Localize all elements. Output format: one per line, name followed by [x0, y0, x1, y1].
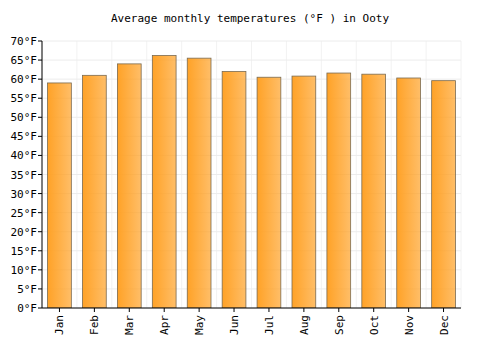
y-tick-label: 20°F — [11, 226, 38, 239]
y-tick — [38, 269, 42, 270]
y-tick — [38, 41, 42, 42]
title: Average monthly temperatures (°F ) in Oo… — [111, 12, 390, 25]
x-tick-label: Nov — [403, 315, 416, 335]
y-tick-label: 15°F — [11, 245, 38, 258]
chart: Average monthly temperatures (°F ) in Oo… — [0, 0, 500, 350]
y-tick-label: 30°F — [11, 188, 38, 201]
y-tick — [38, 308, 42, 309]
x-tick-label: Apr — [158, 315, 171, 335]
x-tick — [129, 308, 130, 312]
bar — [327, 73, 351, 308]
y-tick — [38, 193, 42, 194]
y-tick — [38, 117, 42, 118]
y-tick — [38, 136, 42, 137]
y-tick — [38, 98, 42, 99]
grid-line — [42, 60, 461, 61]
bar — [292, 76, 316, 308]
bar — [83, 75, 107, 308]
bar — [257, 77, 281, 308]
bar — [48, 83, 72, 308]
y-tick-label: 65°F — [11, 54, 38, 67]
x-tick — [443, 308, 444, 312]
y-tick-label: 40°F — [11, 149, 38, 162]
x-tick-label: Jul — [263, 315, 276, 335]
y-tick-label: 50°F — [11, 111, 38, 124]
bar — [117, 64, 141, 308]
y-tick-label: 60°F — [11, 73, 38, 86]
bars — [48, 55, 456, 308]
x-tick-label: May — [193, 315, 206, 335]
y-tick-label: 25°F — [11, 207, 38, 220]
y-tick-label: 5°F — [17, 283, 37, 296]
x-tick — [268, 308, 269, 312]
y-axis — [42, 41, 43, 308]
x-tick — [164, 308, 165, 312]
x-tick-label: Mar — [123, 315, 136, 335]
x-tick — [408, 308, 409, 312]
x-tick-label: Sep — [333, 315, 346, 335]
x-tick-label: Oct — [368, 315, 381, 335]
bar — [152, 55, 176, 308]
bar — [187, 58, 211, 308]
x-tick — [59, 308, 60, 312]
x-tick-label: Feb — [88, 315, 101, 335]
bar — [362, 74, 386, 308]
y-tick-label: 55°F — [11, 92, 38, 105]
y-tick — [38, 231, 42, 232]
y-tick — [38, 79, 42, 80]
x-tick — [234, 308, 235, 312]
y-tick-label: 45°F — [11, 130, 38, 143]
v-grid-line — [42, 41, 43, 308]
x-tick — [373, 308, 374, 312]
y-tick — [38, 212, 42, 213]
y-tick-label: 35°F — [11, 169, 38, 182]
x-axis — [42, 308, 461, 309]
y-tick-label: 0°F — [17, 302, 37, 315]
y-tick — [38, 250, 42, 251]
x-tick-label: Jan — [53, 315, 66, 335]
y-tick — [38, 288, 42, 289]
y-tick — [38, 174, 42, 175]
y-tick — [38, 60, 42, 61]
y-tick-label: 70°F — [11, 35, 38, 48]
grid-line — [42, 41, 461, 42]
x-tick — [303, 308, 304, 312]
x-tick — [94, 308, 95, 312]
y-tick-label: 10°F — [11, 264, 38, 277]
bar — [222, 72, 246, 308]
x-tick-label: Aug — [298, 315, 311, 335]
bar — [432, 81, 456, 308]
x-tick — [199, 308, 200, 312]
x-tick-label: Dec — [438, 315, 451, 335]
bar — [397, 78, 421, 308]
x-tick — [338, 308, 339, 312]
x-tick-label: Jun — [228, 315, 241, 335]
y-tick — [38, 155, 42, 156]
grid-line — [42, 308, 461, 309]
